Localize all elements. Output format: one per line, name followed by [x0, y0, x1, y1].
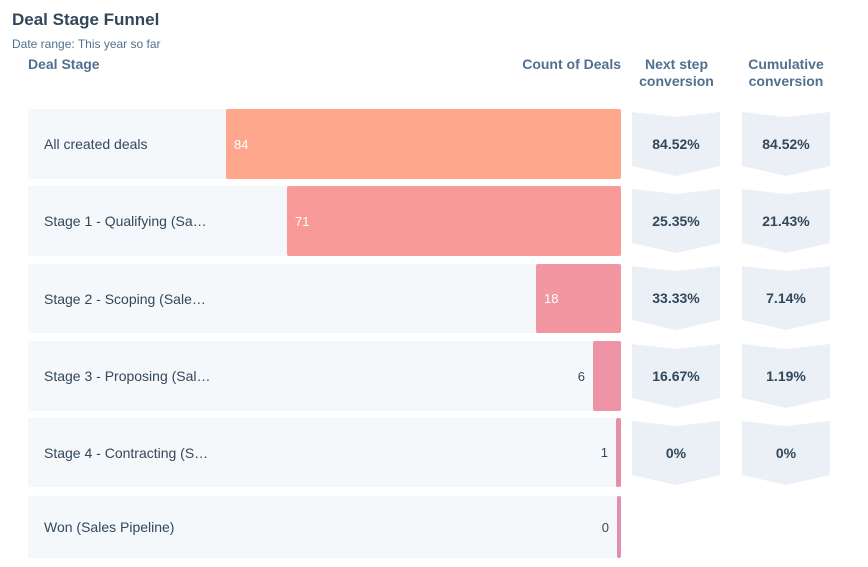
bar-value-label: 6 [577, 368, 585, 384]
report-title: Deal Stage Funnel [12, 10, 160, 29]
bar-value-label: 18 [544, 291, 559, 306]
bar-value-label: 1 [600, 445, 608, 460]
cumulative-conversion-chevron: 21.43% [742, 189, 830, 253]
cumulative-conversion-chevron: 84.52% [742, 112, 830, 176]
cumulative-conversion-chevron: 0% [742, 421, 830, 485]
stage-label: Stage 2 - Scoping (Sale… [44, 290, 206, 307]
column-header-cumulative[interactable]: Cumulative conversion [748, 56, 824, 89]
cumulative-conversion-chevron: 7.14% [742, 266, 830, 330]
next-step-conversion-chevron: 33.33% [632, 266, 720, 330]
bar-value-label: 84 [234, 136, 249, 152]
next-step-conversion-chevron: 25.35% [632, 189, 720, 253]
funnel-bar[interactable] [287, 186, 621, 256]
cumulative-conversion-chevron: 1.19% [742, 344, 830, 408]
stage-label: Stage 4 - Contracting (S… [44, 444, 209, 461]
next-step-conversion-chevron: 16.67% [632, 344, 720, 408]
column-header-count[interactable]: Count of Deals [522, 56, 621, 72]
next-step-conversion-chevron: 0% [632, 421, 720, 485]
date-range: Date range: This year so far [12, 37, 161, 51]
funnel-row[interactable]: Stage 4 - Contracting (S… 1 [28, 418, 621, 487]
funnel-row[interactable]: All created deals 84 [28, 109, 621, 179]
stage-label: Stage 1 - Qualifying (Sa… [44, 213, 207, 229]
funnel-bar[interactable] [593, 341, 621, 411]
funnel-bar[interactable] [226, 109, 621, 179]
stage-label: Stage 3 - Proposing (Sal… [44, 368, 211, 384]
funnel-bar[interactable] [617, 496, 621, 558]
stage-label: All created deals [44, 136, 148, 152]
column-header-deal-stage[interactable]: Deal Stage [28, 56, 100, 72]
stage-label: Won (Sales Pipeline) [44, 519, 175, 535]
funnel-row[interactable]: Stage 1 - Qualifying (Sa… 71 [28, 186, 621, 256]
funnel-bar[interactable] [536, 264, 621, 333]
bar-value-label: 0 [601, 519, 609, 535]
column-header-next-step[interactable]: Next step conversion [639, 56, 714, 89]
next-step-conversion-chevron: 84.52% [632, 112, 720, 176]
bar-value-label: 71 [295, 213, 310, 229]
funnel-row[interactable]: Stage 3 - Proposing (Sal… 6 [28, 341, 621, 411]
funnel-row[interactable]: Won (Sales Pipeline) 0 [28, 496, 621, 558]
funnel-row[interactable]: Stage 2 - Scoping (Sale… 18 [28, 264, 621, 333]
funnel-bar[interactable] [616, 418, 621, 487]
